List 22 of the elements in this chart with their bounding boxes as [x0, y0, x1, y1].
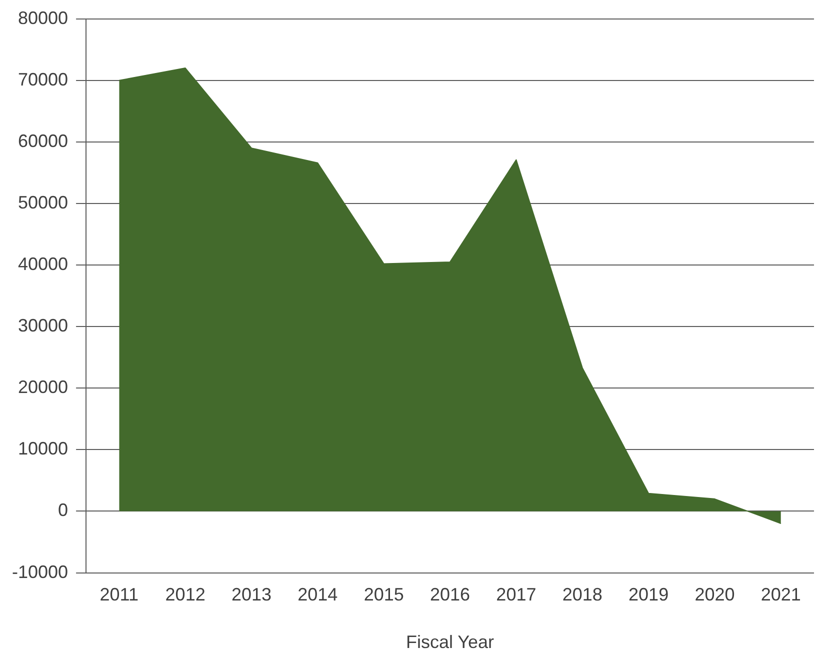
x-tick-label: 2019 — [628, 584, 669, 605]
y-tick-label: 40000 — [18, 254, 68, 274]
x-tick-label: 2017 — [496, 584, 536, 605]
x-tick-label: 2011 — [100, 584, 138, 605]
y-tick-label: 70000 — [18, 69, 68, 90]
x-tick-label: 2021 — [760, 584, 801, 605]
x-tick-label: 2016 — [430, 584, 470, 605]
y-tick-label: -10000 — [12, 562, 68, 582]
y-tick-label: 30000 — [18, 316, 68, 336]
x-axis-title: Fiscal Year — [406, 632, 494, 652]
x-tick-label: 2018 — [562, 584, 602, 605]
x-tick-label: 2020 — [694, 584, 735, 605]
x-tick-label: 2013 — [231, 584, 272, 605]
y-tick-label: 20000 — [18, 377, 68, 398]
x-tick-label: 2012 — [165, 584, 206, 605]
x-tick-label: 2015 — [364, 584, 404, 605]
y-tick-label: 10000 — [18, 438, 68, 459]
y-tick-label: 0 — [58, 500, 68, 520]
x-tick-label: 2014 — [298, 584, 338, 605]
y-tick-label: 50000 — [18, 192, 68, 212]
y-tick-label: 60000 — [18, 130, 68, 151]
y-tick-label: 80000 — [18, 8, 68, 28]
